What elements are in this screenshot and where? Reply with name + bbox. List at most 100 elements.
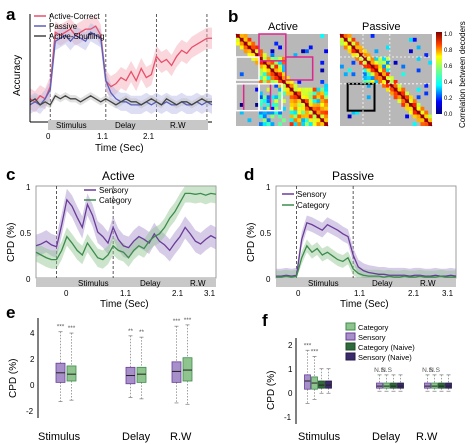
matrix-cell [259, 72, 263, 77]
matrix-cell [289, 91, 294, 96]
highlight-box [285, 56, 314, 81]
legend-swatch-category-naive [345, 342, 356, 351]
series-line-sensory [35, 198, 217, 252]
matrix-cell [259, 76, 263, 80]
matrix-cell [324, 99, 328, 103]
category-label-delay: Delay [122, 431, 151, 443]
matrix-cell [401, 87, 406, 92]
matrix-cell [382, 83, 386, 88]
matrix-cell [282, 64, 286, 69]
panel-a-accuracy-chart: Stimulus Delay R.W 0 1.1 2.1 Time (Sec) … [12, 12, 213, 154]
matrix-cell [355, 45, 360, 50]
matrix-cell [308, 87, 313, 92]
matrix-cell [266, 118, 271, 123]
matrix-cell [262, 72, 267, 77]
matrix-cell [412, 110, 417, 115]
matrix-cell [270, 80, 275, 84]
matrix-cell [266, 99, 271, 103]
matrix-cell [351, 110, 356, 115]
matrix-cell [301, 87, 305, 92]
matrix-cell [282, 118, 286, 123]
matrix-cell [282, 99, 286, 103]
matrix-cell [305, 95, 309, 100]
matrix-cell [316, 103, 321, 107]
matrix-cell [343, 41, 348, 46]
matrix-cell [409, 95, 413, 100]
y-axis-label: CPD (%) [8, 359, 19, 398]
matrix-cell [386, 45, 390, 50]
error-band-category [36, 186, 216, 269]
matrix-cell [297, 103, 302, 107]
matrix-cell [289, 99, 294, 103]
matrix-cell [405, 114, 409, 119]
significance-marker: *** [311, 348, 319, 355]
matrix-cell [285, 91, 290, 96]
matrix-cell [366, 95, 371, 100]
matrix-cell [340, 41, 344, 46]
matrix-cell [301, 95, 305, 100]
matrix-cell [324, 114, 328, 119]
matrix-cell [274, 95, 279, 100]
ytick-4: 4 [30, 329, 35, 338]
matrix-cell [312, 122, 317, 126]
series-line-active-shuffling [29, 94, 212, 106]
xtick-2-1: 2.1 [408, 289, 420, 298]
matrix-cell [389, 80, 394, 84]
matrix-cell [320, 87, 325, 92]
box-category [431, 382, 438, 389]
matrix-cell [293, 106, 298, 111]
box-sensory-naive- [397, 382, 404, 389]
matrix-cell [316, 99, 321, 103]
matrix-cell [251, 57, 256, 61]
matrix-cell [324, 87, 328, 92]
matrix-cell [416, 95, 421, 100]
epoch-label-stimulus: Stimulus [56, 121, 87, 130]
colorbar-tick-0-4: 0.4 [444, 80, 453, 86]
matrix-cell [251, 45, 256, 50]
matrix-cell [301, 49, 305, 54]
matrix-cell [270, 64, 275, 69]
xtick-0: 0 [64, 289, 69, 298]
matrix-cell [278, 68, 282, 73]
matrix-cell [424, 110, 429, 115]
ytick-0: 0 [30, 381, 35, 390]
series-line-category [276, 244, 456, 278]
matrix-cell [243, 49, 248, 54]
matrix-cell [259, 122, 263, 126]
matrix-cell [393, 60, 398, 65]
matrix-cell [382, 80, 386, 84]
matrix-cell [363, 53, 367, 57]
box-category-naive- [390, 382, 397, 389]
matrix-cell [347, 34, 352, 38]
plot-background [275, 185, 457, 279]
xtick-1-1: 1.1 [354, 289, 366, 298]
matrix-cell [289, 118, 294, 123]
matrix-cell [386, 83, 390, 88]
matrix-cell [289, 106, 294, 111]
xtick-1-1: 1.1 [97, 132, 109, 141]
matrix-cell [305, 114, 309, 119]
matrix-cell [297, 118, 302, 123]
matrix-cell [370, 60, 375, 65]
matrix-cell [316, 87, 321, 92]
panel-e-cpd-boxplot: *** *** ** ***** *** 4 2 0 -2 CPD (%) Stimul… [8, 317, 193, 443]
matrix-cell [378, 76, 383, 80]
matrix-cell [347, 37, 352, 42]
matrix-cell [259, 49, 263, 54]
matrix-cell [251, 53, 256, 57]
matrix-cell [312, 99, 317, 103]
matrix-cell [366, 80, 371, 84]
matrix-cell [262, 110, 267, 115]
error-band-active-shuffling [30, 92, 212, 109]
colorbar-label: Correlation between decoders [458, 21, 467, 128]
matrix-cell [236, 41, 240, 46]
matrix-cell [347, 49, 352, 54]
matrix-cell [386, 68, 390, 73]
matrix-cell [297, 106, 302, 111]
error-band-sensory [36, 188, 216, 262]
matrix-cell [382, 72, 386, 77]
matrix-cell [239, 45, 244, 50]
matrix-cell [386, 72, 390, 77]
y-axis-label: Accuracy [12, 55, 23, 96]
matrix-cell [416, 118, 421, 123]
